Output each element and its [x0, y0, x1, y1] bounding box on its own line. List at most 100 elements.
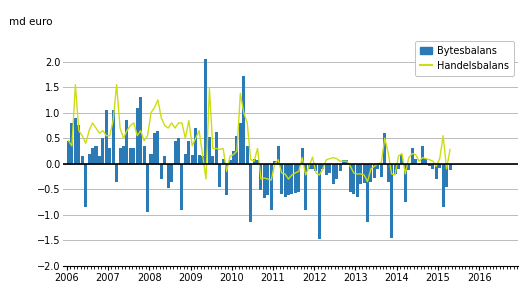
Bar — [95, 146, 97, 164]
Bar — [359, 164, 362, 184]
Handelsbalans — [364, 180, 371, 183]
Bar — [81, 156, 84, 164]
Handelsbalans — [344, 159, 350, 163]
Bar — [307, 164, 311, 169]
Bar — [184, 153, 187, 164]
Bar — [321, 164, 324, 169]
Bar — [125, 120, 129, 164]
Bar — [435, 164, 438, 179]
Bar — [387, 164, 390, 182]
Bar — [383, 133, 386, 164]
Bar — [74, 118, 77, 164]
Bar — [194, 128, 197, 164]
Bar — [431, 164, 434, 169]
Bar — [369, 164, 372, 182]
Bar — [222, 159, 225, 164]
Bar — [407, 164, 411, 170]
Bar — [342, 160, 345, 164]
Bar — [115, 164, 118, 182]
Bar — [339, 164, 342, 172]
Bar — [442, 164, 445, 207]
Bar — [235, 136, 239, 164]
Bar — [225, 164, 228, 195]
Bar — [98, 156, 101, 164]
Bar — [380, 164, 383, 176]
Legend: Bytesbalans, Handelsbalans: Bytesbalans, Handelsbalans — [415, 41, 514, 76]
Bar — [112, 110, 115, 164]
Bar — [129, 149, 132, 164]
Bar — [118, 149, 122, 164]
Bar — [414, 159, 417, 164]
Bar — [136, 108, 139, 164]
Bar — [163, 156, 166, 164]
Line: Handelsbalans: Handelsbalans — [68, 85, 450, 182]
Bar — [335, 164, 338, 179]
Bar — [167, 164, 170, 188]
Bar — [304, 164, 307, 210]
Bar — [277, 146, 280, 164]
Bar — [91, 149, 94, 164]
Bar — [424, 159, 427, 164]
Bar — [198, 155, 200, 164]
Bar — [108, 149, 111, 164]
Handelsbalans — [447, 148, 453, 151]
Bar — [252, 159, 256, 164]
Bar — [366, 164, 369, 222]
Bar — [314, 164, 317, 172]
Handelsbalans — [65, 139, 71, 143]
Bar — [170, 164, 173, 182]
Bar — [280, 164, 283, 194]
Text: md euro: md euro — [9, 17, 52, 27]
Bar — [438, 164, 441, 168]
Bar — [325, 164, 328, 175]
Bar — [417, 164, 421, 165]
Bar — [242, 76, 245, 164]
Handelsbalans — [203, 177, 209, 181]
Bar — [421, 146, 424, 164]
Bar — [201, 156, 204, 164]
Bar — [146, 164, 149, 212]
Bar — [390, 164, 393, 238]
Bar — [157, 130, 159, 164]
Bar — [105, 110, 108, 164]
Handelsbalans — [282, 172, 288, 176]
Bar — [428, 164, 431, 166]
Bar — [88, 153, 90, 164]
Bar — [174, 141, 177, 164]
Bar — [290, 164, 294, 194]
Bar — [284, 164, 287, 197]
Bar — [445, 164, 448, 187]
Bar — [187, 141, 190, 164]
Bar — [239, 123, 242, 164]
Handelsbalans — [326, 157, 333, 160]
Bar — [345, 160, 349, 164]
Handelsbalans — [440, 134, 446, 137]
Bar — [77, 126, 80, 164]
Bar — [349, 164, 352, 192]
Bar — [150, 153, 152, 164]
Bar — [273, 161, 276, 164]
Bar — [400, 155, 404, 164]
Handelsbalans — [72, 83, 78, 86]
Bar — [84, 164, 87, 207]
Bar — [249, 164, 252, 222]
Bar — [143, 146, 145, 164]
Bar — [362, 164, 366, 183]
Bar — [245, 146, 249, 164]
Bar — [397, 164, 400, 169]
Bar — [263, 164, 266, 198]
Bar — [232, 151, 235, 164]
Bar — [259, 164, 262, 190]
Bar — [287, 164, 290, 195]
Bar — [160, 164, 163, 179]
Bar — [411, 149, 414, 164]
Bar — [70, 123, 74, 164]
Bar — [208, 137, 211, 164]
Bar — [153, 133, 156, 164]
Bar — [218, 164, 221, 187]
Bar — [297, 164, 300, 192]
Bar — [318, 164, 321, 239]
Bar — [449, 164, 452, 170]
Bar — [212, 156, 214, 164]
Bar — [332, 164, 335, 184]
